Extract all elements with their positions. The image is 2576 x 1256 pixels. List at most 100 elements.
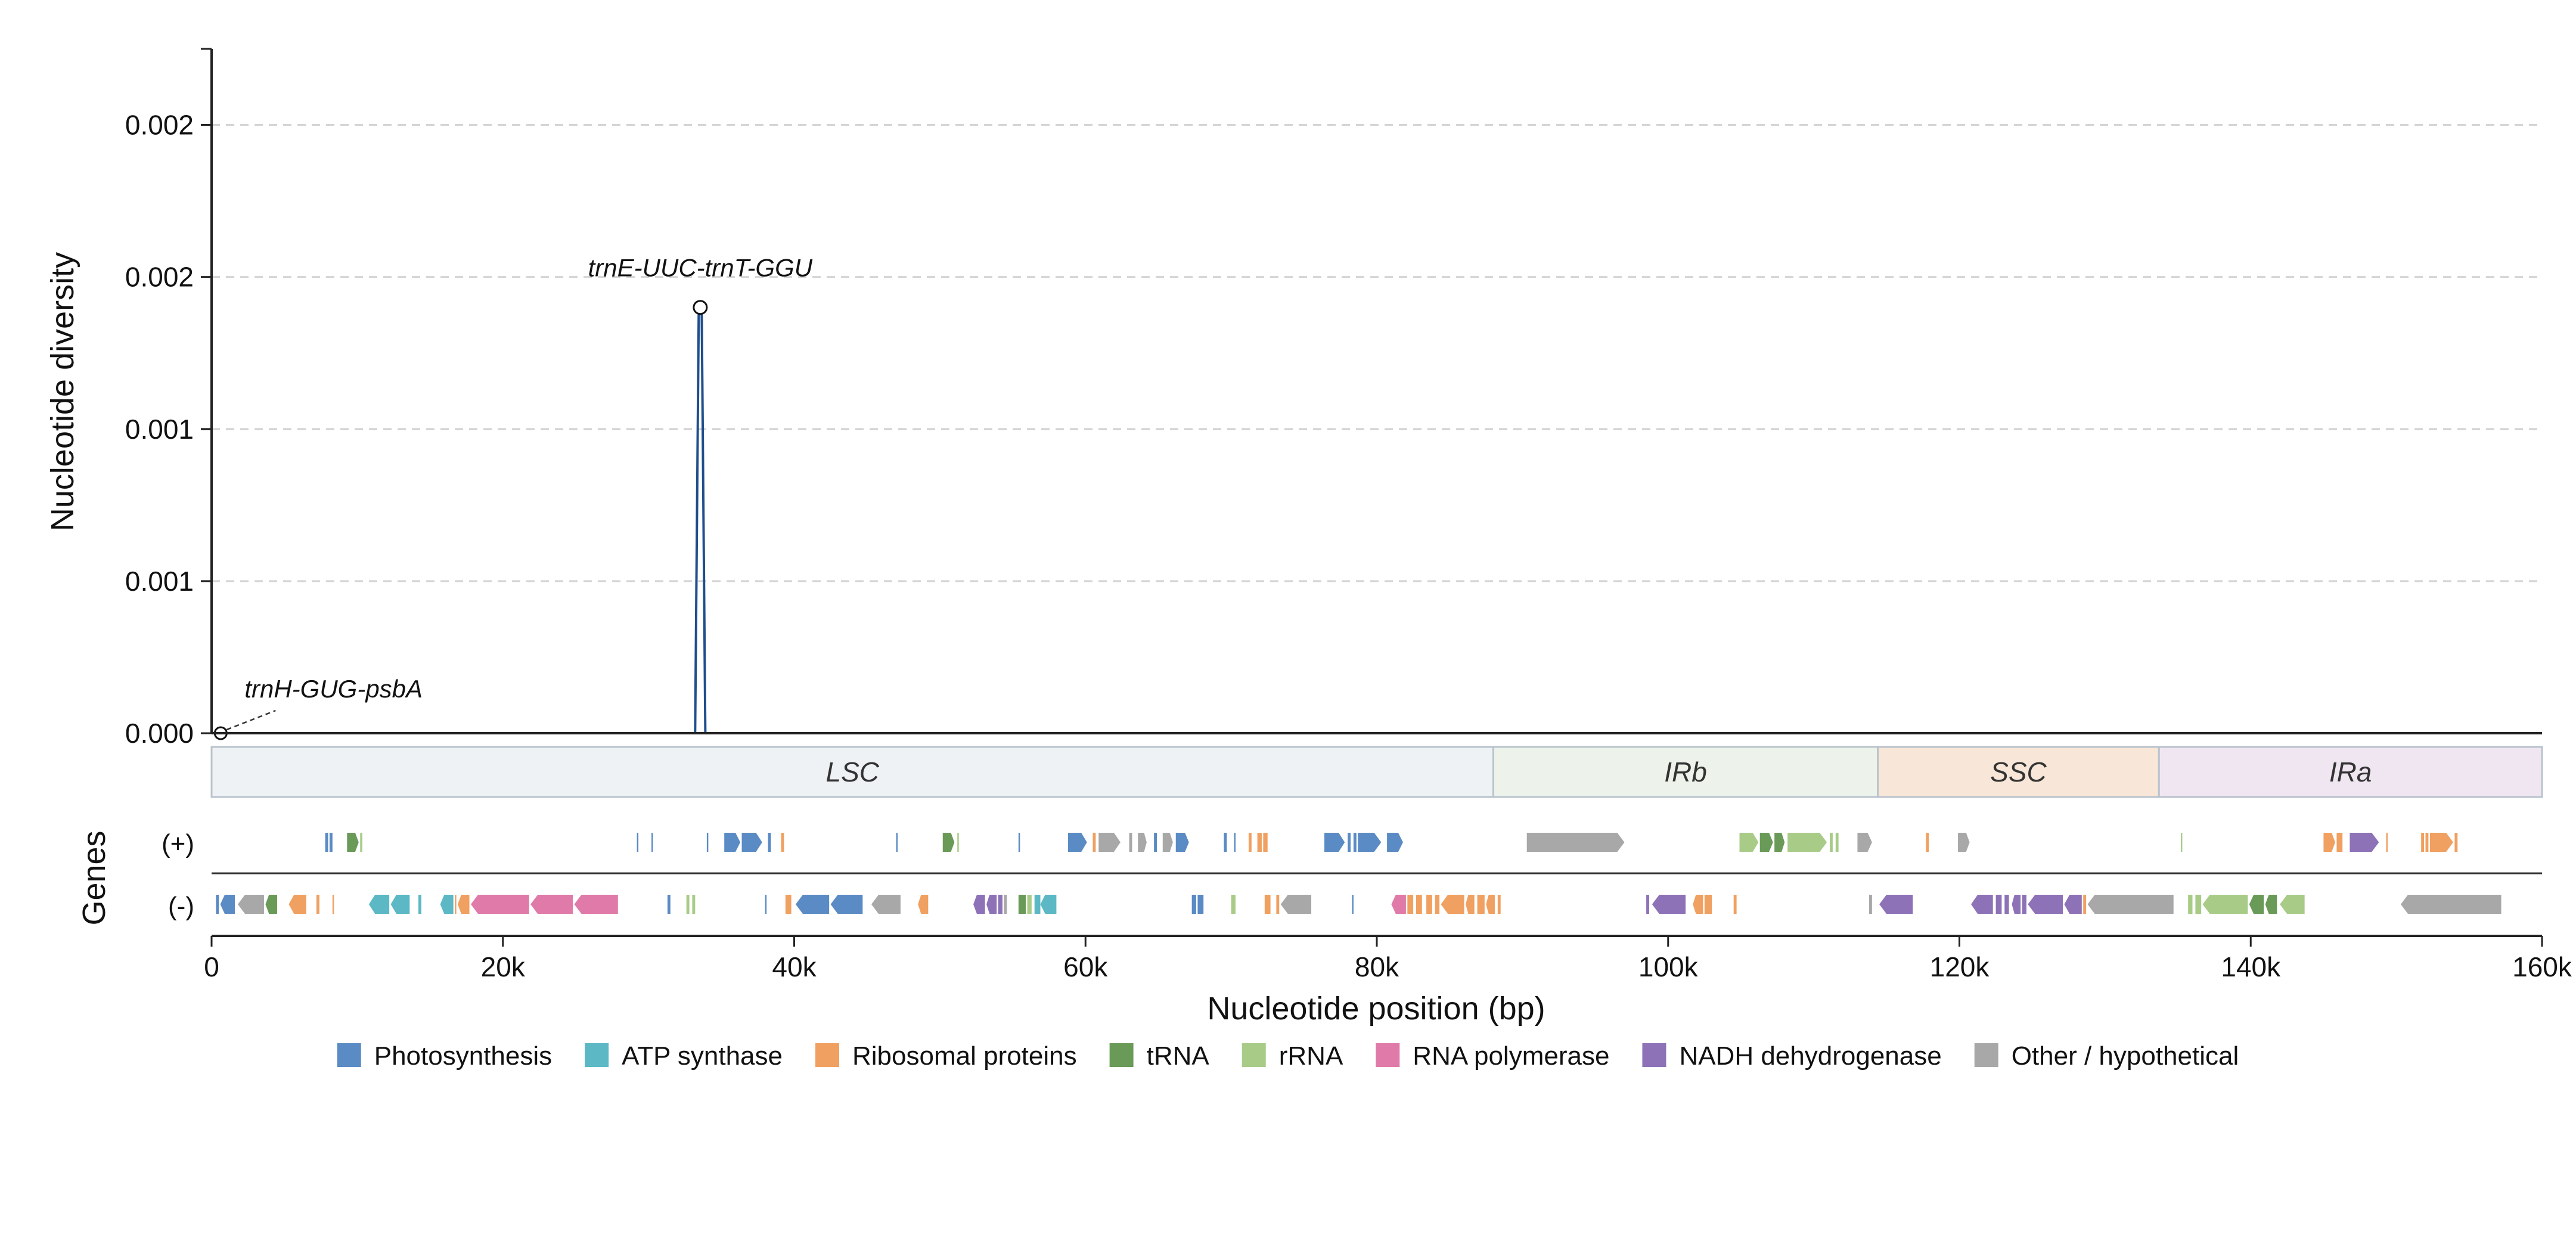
start-annotation: trnH-GUG-psbA	[244, 675, 423, 703]
y-tick-label: 0.000	[125, 718, 194, 749]
legend-swatch	[1242, 1043, 1266, 1067]
gene	[1018, 895, 1026, 914]
gene	[2195, 895, 2202, 914]
gene	[2202, 895, 2248, 914]
gene	[1477, 895, 1485, 914]
gene	[440, 895, 454, 914]
gene	[1958, 833, 1970, 852]
gene	[1526, 833, 1625, 852]
gene	[220, 895, 235, 914]
gene	[1248, 833, 1252, 852]
x-tick-label: 0	[204, 951, 219, 982]
gene	[1391, 895, 1406, 914]
gene	[2425, 833, 2429, 852]
gene	[2350, 833, 2379, 852]
gene	[2454, 833, 2458, 852]
gene	[1387, 833, 1403, 852]
gene	[418, 895, 421, 914]
gene	[288, 895, 306, 914]
gene	[2429, 833, 2453, 852]
grid-layer	[212, 124, 2542, 582]
gene	[1693, 895, 1703, 914]
region-label: LSC	[826, 756, 880, 787]
gene	[785, 895, 792, 914]
gene	[1018, 833, 1020, 852]
gene	[918, 895, 929, 914]
x-tick-label: 140k	[2221, 951, 2281, 982]
gene	[1857, 833, 1872, 852]
gene	[1441, 895, 1464, 914]
y-tick-label: 0.001	[125, 566, 194, 597]
plus-strand-label: (+)	[162, 829, 194, 858]
gene	[2249, 895, 2264, 914]
legend-swatch	[1642, 1043, 1666, 1067]
gene	[1879, 895, 1913, 914]
labels: Nucleotide diversity Nucleotide position…	[45, 252, 1545, 1026]
gene	[1830, 833, 1833, 852]
gene	[1652, 895, 1686, 914]
gene	[686, 895, 690, 914]
gene	[2022, 895, 2026, 914]
gene	[942, 833, 955, 852]
x-tick-label: 160k	[2512, 951, 2572, 982]
gene	[332, 895, 334, 914]
gene-track	[212, 833, 2542, 937]
gene	[1264, 895, 1271, 914]
gene	[1280, 895, 1312, 914]
gene	[1926, 833, 1929, 852]
gene	[1435, 895, 1440, 914]
region-bar: LSC IRb SSC IRa	[210, 746, 2543, 798]
gene	[1995, 895, 2002, 914]
y-tick-label: 0.001	[125, 414, 194, 445]
legend-label: rRNA	[1279, 1041, 1343, 1071]
gene	[1004, 895, 1007, 914]
gene	[1276, 895, 1280, 914]
legend-label: RNA polymerase	[1413, 1041, 1609, 1071]
legend-swatch	[337, 1043, 361, 1067]
gene	[1154, 833, 1157, 852]
gene	[1197, 895, 1204, 914]
gene	[470, 895, 529, 914]
gene	[1231, 895, 1236, 914]
gene	[1093, 833, 1096, 852]
gene	[1027, 895, 1032, 914]
legend: Photosynthesis ATP synthase Ribosomal prot…	[337, 1041, 2239, 1071]
gene	[692, 895, 696, 914]
legend-swatch	[815, 1043, 839, 1067]
gene	[1352, 895, 1354, 914]
gene	[651, 833, 653, 852]
axes: 0.000 0.001 0.001 0.002 0.002 0 20k 40k 60k 80k 10…	[125, 48, 2572, 982]
legend-label: NADH dehydrogenase	[1679, 1041, 1941, 1071]
gene	[368, 895, 390, 914]
gene	[455, 895, 457, 914]
gene	[2064, 895, 2082, 914]
region-ssc	[1877, 746, 2160, 798]
gene	[457, 895, 470, 914]
gene	[2386, 833, 2388, 852]
gene	[2180, 833, 2183, 852]
region-label: IRb	[1664, 756, 1707, 787]
gene	[1466, 895, 1475, 914]
y-axis-title: Nucleotide diversity	[45, 252, 80, 531]
legend-swatch	[1109, 1043, 1134, 1067]
gene	[1257, 833, 1262, 852]
region-lsc	[210, 746, 1494, 798]
gene	[347, 833, 359, 852]
legend-label: Other / hypothetical	[2012, 1041, 2239, 1071]
gene	[1162, 833, 1173, 852]
x-tick-label: 120k	[1930, 951, 1990, 982]
gene	[1416, 895, 1422, 914]
legend-label: Photosynthesis	[374, 1041, 552, 1071]
gene	[781, 833, 784, 852]
peak-marker	[693, 300, 708, 315]
gene	[896, 833, 898, 852]
gene	[998, 895, 1003, 914]
gene	[1971, 895, 1993, 914]
gene	[237, 895, 264, 914]
gene	[1759, 833, 1773, 852]
gene	[957, 833, 959, 852]
gene	[325, 833, 328, 852]
gene	[2188, 895, 2193, 914]
gene	[724, 833, 741, 852]
